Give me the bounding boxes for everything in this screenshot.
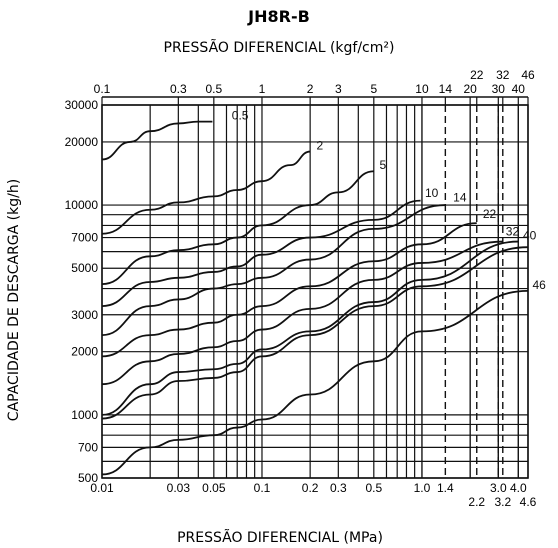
top-tick-label: 2: [307, 82, 314, 96]
top-tick-label: 20: [463, 82, 477, 96]
top-tick-label: 5: [370, 82, 377, 96]
top-tick-label: 0.5: [205, 82, 222, 96]
x-tick-label: 0.01: [90, 481, 114, 495]
x-tick-label: 4.0: [510, 481, 527, 495]
curve-label: 22: [483, 207, 497, 221]
x-axis-label: PRESSÃO DIFERENCIAL (MPa): [177, 529, 383, 546]
curve-label: 46: [532, 278, 546, 292]
y-tick-label: 20000: [65, 135, 99, 149]
capacity-curve-14: [101, 204, 446, 336]
capacity-curve-2: [101, 150, 311, 235]
y-tick-label: 2000: [71, 345, 98, 359]
x-tick-label-lower: 2.2: [468, 495, 485, 509]
top-tick-label: 30: [492, 82, 506, 96]
top-tick-label: 14: [439, 82, 453, 96]
x-tick-label: 0.05: [202, 481, 226, 495]
curve-label: 32: [506, 225, 520, 239]
axes: [101, 96, 529, 479]
curve-label: 0.5: [232, 109, 249, 123]
y-tick-label: 1000: [71, 408, 98, 422]
capacity-curve-32: [101, 240, 503, 386]
curve-label: 40: [523, 229, 537, 243]
y-axis-label: CAPACIDADE DE DESCARGA (kg/h): [6, 179, 22, 421]
curve-label: 5: [380, 158, 387, 172]
x-tick-label: 1.0: [414, 481, 431, 495]
curve-label: 2: [317, 139, 324, 153]
y-tick-label: 500: [78, 471, 98, 485]
top-tick-label-upper: 32: [496, 68, 510, 82]
x-tick-label: 0.3: [330, 481, 347, 495]
y-tick-label: 700: [78, 440, 98, 454]
x-tick-label: 0.1: [254, 481, 271, 495]
top-tick-label-upper: 46: [521, 68, 535, 82]
top-tick-label: 10: [415, 82, 429, 96]
x-tick-label: 1.4: [437, 481, 454, 495]
chart-title: JH8R-B: [247, 7, 310, 26]
y-tick-label: 30000: [65, 98, 99, 112]
capacity-curve-5: [101, 170, 374, 286]
top-axis-label: PRESSÃO DIFERENCIAL (kgf/cm²): [164, 39, 395, 56]
top-tick-label: 40: [512, 82, 526, 96]
capacity-curve-46: [101, 246, 529, 420]
dashed-reference-lines: [444, 105, 504, 478]
top-tick-label: 3: [335, 82, 342, 96]
plot-frame: [101, 104, 529, 479]
y-tick-label: 10000: [65, 198, 99, 212]
capacity-curve-22: [101, 222, 477, 358]
curve-label: 10: [425, 186, 439, 200]
capacity-curve-10: [101, 199, 421, 307]
y-tick-label: 3000: [71, 308, 98, 322]
capacity-curve-0.5: [101, 120, 213, 161]
capacity-curve-lowest: [101, 289, 529, 476]
grid-lines: [101, 104, 529, 479]
y-tick-label: 5000: [71, 261, 98, 275]
capacity-curves: [101, 120, 529, 476]
curve-label: 14: [453, 190, 467, 204]
x-tick-label-lower: 4.6: [520, 495, 537, 509]
y-tick-label: 7000: [71, 231, 98, 245]
top-tick-label-upper: 22: [470, 68, 484, 82]
x-tick-label: 0.03: [167, 481, 191, 495]
x-tick-label: 0.5: [365, 481, 382, 495]
x-tick-label: 3.0: [490, 481, 507, 495]
top-tick-label: 0.1: [94, 82, 111, 96]
capacity-curve-40: [101, 240, 519, 416]
x-tick-label: 0.2: [302, 481, 319, 495]
top-tick-label: 0.3: [170, 82, 187, 96]
x-tick-label-lower: 3.2: [494, 495, 511, 509]
top-tick-label: 1: [259, 82, 266, 96]
